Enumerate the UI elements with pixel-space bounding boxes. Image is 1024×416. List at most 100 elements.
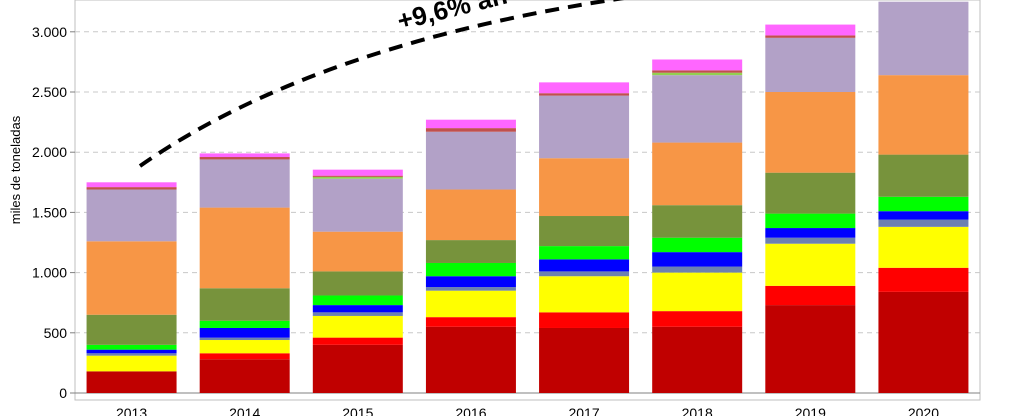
bar-segment: [425, 276, 516, 288]
bar-segment: [199, 353, 290, 360]
bar-segment: [86, 182, 177, 188]
x-tick-label: 2018: [682, 405, 713, 416]
bar-segment: [765, 35, 856, 38]
x-tick-label: 2015: [342, 405, 373, 416]
bar-segment: [199, 340, 290, 354]
bar-segment: [312, 305, 403, 313]
bar-segment: [539, 158, 630, 217]
bar-segment: [765, 213, 856, 229]
bar-segment: [539, 312, 630, 328]
bar-segment: [86, 349, 177, 354]
bar-segment: [878, 196, 969, 212]
bar-segment: [86, 344, 177, 350]
bar-segment: [539, 246, 630, 260]
bar-segment: [312, 169, 403, 176]
bar-segment: [539, 259, 630, 272]
bar-segment: [539, 216, 630, 247]
bar-segment: [652, 252, 743, 267]
bar-segment: [312, 344, 403, 393]
bar-segment: [878, 75, 969, 155]
y-tick-label: 1.000: [32, 265, 67, 281]
bar-segment: [878, 154, 969, 197]
bar-segment: [765, 243, 856, 286]
bar-segment: [539, 82, 630, 94]
y-tick-label: 3.000: [32, 24, 67, 40]
bar-segment: [425, 326, 516, 393]
bar-segment: [878, 226, 969, 268]
bar-segment: [199, 153, 290, 158]
bar-segment: [765, 305, 856, 393]
bar-segment: [425, 262, 516, 277]
bar-segment: [652, 237, 743, 253]
y-axis-label: miles de toneladas: [8, 115, 23, 224]
bar-segment: [765, 228, 856, 238]
bar-segment: [539, 93, 630, 96]
bar-segment: [652, 142, 743, 206]
bar-segment: [312, 175, 403, 177]
y-tick-label: 1.500: [32, 204, 67, 220]
bar-segment: [425, 287, 516, 291]
bar-segment: [199, 157, 290, 160]
y-tick-label: 2.500: [32, 84, 67, 100]
bar-segment: [878, 291, 969, 393]
bar-segment: [199, 337, 290, 341]
bar-segment: [312, 337, 403, 345]
x-tick-label: 2020: [908, 405, 939, 416]
bar-segment: [652, 272, 743, 312]
bar-segment: [539, 327, 630, 393]
bar-segment: [199, 207, 290, 289]
bar-segment: [86, 353, 177, 356]
bar-segment: [199, 327, 290, 338]
bar-segment: [86, 241, 177, 315]
bar-segment: [199, 320, 290, 328]
bar-segment: [86, 187, 177, 190]
x-tick-label: 2016: [455, 405, 486, 416]
x-tick-label: 2017: [568, 405, 599, 416]
bar-segment: [199, 359, 290, 393]
bar-segment: [312, 315, 403, 338]
bar-segment: [86, 189, 177, 242]
bar-segment: [312, 178, 403, 232]
bar-segment: [312, 176, 403, 179]
bar-segment: [199, 288, 290, 321]
bar-segment: [86, 314, 177, 345]
bar-segment: [312, 271, 403, 296]
bar-segment: [539, 276, 630, 313]
bar-segment: [539, 271, 630, 277]
bar-segment: [765, 24, 856, 36]
bar-segment: [652, 205, 743, 238]
bar-segment: [765, 172, 856, 214]
bar-segment: [652, 326, 743, 393]
bar-segment: [878, 1, 969, 76]
bar-segment: [652, 75, 743, 143]
x-tick-label: 2013: [116, 405, 147, 416]
bar-segment: [652, 72, 743, 76]
bar-segment: [765, 92, 856, 173]
bar-segment: [878, 267, 969, 292]
bar-segment: [312, 312, 403, 316]
bar-segment: [765, 237, 856, 244]
bar-segment: [539, 95, 630, 159]
bar-segment: [425, 131, 516, 190]
bar-segment: [425, 290, 516, 318]
bar-segment: [878, 211, 969, 220]
x-tick-label: 2014: [229, 405, 260, 416]
bar-segment: [312, 231, 403, 272]
bar-segment: [878, 219, 969, 227]
growth-trend-arrow: [138, 0, 625, 168]
y-tick-label: 500: [44, 325, 68, 341]
bar-segment: [425, 128, 516, 132]
bar-segment: [425, 240, 516, 263]
bar-segment: [765, 37, 856, 92]
y-tick-label: 2.000: [32, 144, 67, 160]
bar-segment: [86, 355, 177, 372]
bar-segment: [765, 285, 856, 306]
bar-segment: [652, 70, 743, 73]
bar-segment: [425, 189, 516, 241]
bar-segment: [652, 266, 743, 273]
bar-segment: [312, 295, 403, 306]
bar-segment: [425, 119, 516, 129]
bar-segment: [86, 371, 177, 393]
